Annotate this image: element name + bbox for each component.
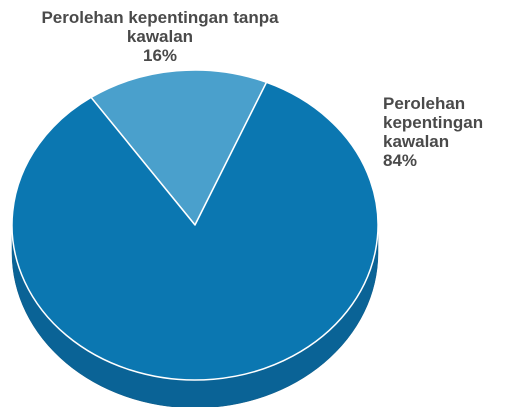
slice-value: 84%	[383, 151, 418, 170]
slice-value: 16%	[142, 46, 178, 65]
slice-name: Perolehan kepentingan tanpa kawalan	[41, 8, 279, 46]
slice-label: Perolehan kepentingan tanpa kawalan 16%	[30, 8, 290, 65]
slice-label: Perolehan kepentingan kawalan 84%	[383, 94, 508, 170]
pie-slice	[90, 69, 268, 226]
pie-slice	[11, 81, 379, 381]
slice-name: Perolehan kepentingan kawalan	[383, 94, 484, 151]
